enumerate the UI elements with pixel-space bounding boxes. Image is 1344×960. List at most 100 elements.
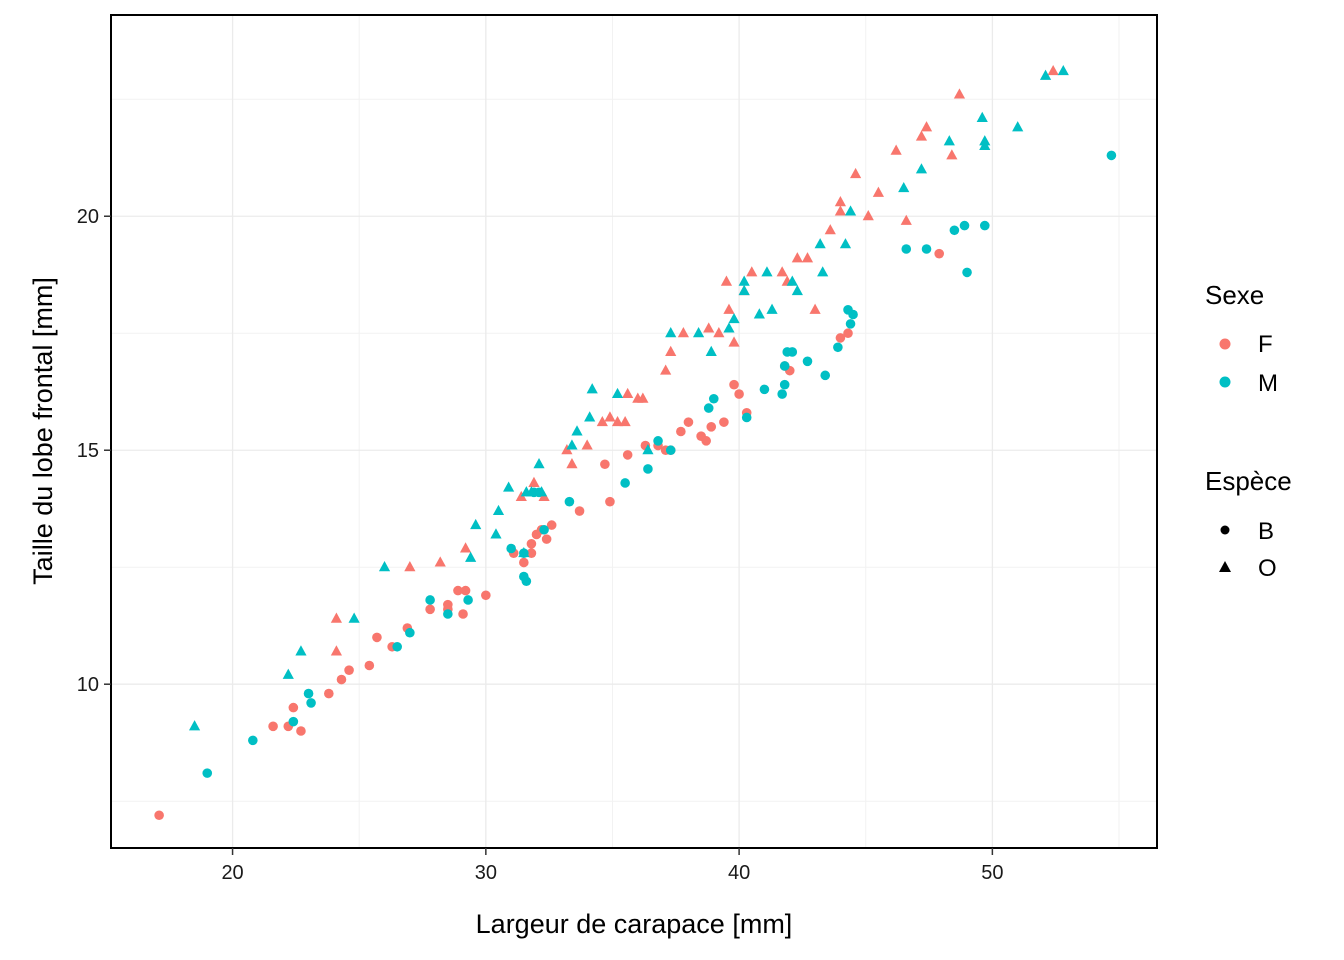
data-point-f-b xyxy=(336,674,347,685)
data-point-m-o xyxy=(642,444,654,455)
data-point-m-b xyxy=(962,267,972,278)
data-point-m-o xyxy=(282,668,294,679)
data-point-m-b xyxy=(1106,150,1117,161)
data-point-m-b xyxy=(820,370,831,381)
data-point-f-o xyxy=(723,303,735,314)
data-point-m-b xyxy=(779,361,790,371)
data-point-f-o xyxy=(850,167,862,179)
data-point-m-b xyxy=(643,464,653,474)
data-point-m-b xyxy=(848,309,858,320)
data-point-m-b xyxy=(833,342,843,353)
data-point-m-o xyxy=(525,486,538,497)
data-point-f-o xyxy=(637,392,649,403)
y-tick-label: 15 xyxy=(77,440,99,462)
data-point-m-o xyxy=(378,561,391,572)
data-point-m-b xyxy=(949,225,960,236)
x-axis-title: Largeur de carapace [mm] xyxy=(476,909,793,939)
data-point-f-o xyxy=(1047,64,1059,76)
data-point-m-b xyxy=(288,716,299,727)
data-point-m-o xyxy=(470,518,482,530)
data-point-f-o xyxy=(862,210,874,221)
data-point-f-o xyxy=(834,195,847,207)
data-point-f-o xyxy=(920,121,933,132)
data-point-f-b xyxy=(288,702,299,713)
data-point-f-b xyxy=(526,539,537,549)
data-point-m-b xyxy=(248,735,258,746)
data-point-m-b xyxy=(392,641,402,652)
data-point-f-o xyxy=(330,612,343,623)
data-point-m-o xyxy=(753,308,765,319)
data-point-f-o xyxy=(900,214,912,225)
data-point-m-o xyxy=(348,612,360,623)
data-point-m-b xyxy=(564,496,575,507)
data-point-m-o xyxy=(465,551,477,562)
data-point-f-b xyxy=(719,417,729,427)
data-points xyxy=(154,64,1117,821)
data-point-m-b xyxy=(959,220,970,231)
data-point-m-o xyxy=(979,139,991,151)
data-point-f-b xyxy=(481,590,491,601)
data-point-f-o xyxy=(581,439,593,450)
data-point-f-o xyxy=(872,186,885,197)
data-point-f-o xyxy=(528,476,540,487)
legend-label-m: M xyxy=(1258,370,1278,397)
data-point-m-o xyxy=(723,322,735,333)
data-point-f-o xyxy=(746,266,758,277)
data-point-f-b xyxy=(605,496,615,507)
data-point-f-b xyxy=(324,688,334,699)
data-point-f-o xyxy=(809,303,821,314)
data-point-f-o xyxy=(604,411,616,422)
legend-label-o: O xyxy=(1258,555,1277,582)
legend-item-b: B xyxy=(1220,518,1274,545)
data-point-f-b xyxy=(835,333,846,343)
legend-key-m xyxy=(1219,376,1231,388)
x-tick-label: 20 xyxy=(221,862,243,884)
data-point-f-b xyxy=(344,665,354,675)
y-axis-title: Taille du lobe frontal [mm] xyxy=(28,277,58,585)
data-point-m-o xyxy=(705,345,717,356)
data-point-m-b xyxy=(802,356,813,367)
legend-label-f: F xyxy=(1258,331,1273,358)
data-point-m-b xyxy=(202,768,213,778)
data-point-m-o xyxy=(1057,64,1069,76)
data-point-f-b xyxy=(296,726,306,736)
data-point-f-b xyxy=(622,450,633,460)
data-point-m-o xyxy=(738,284,750,296)
legend-item-m: M xyxy=(1219,370,1278,397)
data-point-m-o xyxy=(761,266,773,277)
data-point-m-o xyxy=(915,163,928,174)
data-point-f-o xyxy=(330,645,343,656)
data-point-f-o xyxy=(915,130,928,141)
data-point-f-b xyxy=(460,585,471,596)
data-point-m-o xyxy=(692,327,705,338)
x-tick-label: 50 xyxy=(981,862,1003,884)
data-point-m-b xyxy=(777,389,787,399)
data-point-m-b xyxy=(787,347,798,357)
data-point-f-o xyxy=(791,252,803,263)
data-point-m-o xyxy=(1039,69,1052,80)
data-point-f-o xyxy=(611,415,624,427)
data-point-m-o xyxy=(976,111,988,122)
data-point-m-o xyxy=(535,486,548,497)
minor-gridlines xyxy=(111,15,1157,848)
data-point-m-b xyxy=(425,595,435,605)
data-point-f-b xyxy=(526,548,537,558)
data-point-f-o xyxy=(596,415,608,427)
data-point-m-b xyxy=(620,478,630,488)
data-point-m-o xyxy=(611,387,624,399)
data-point-m-o xyxy=(295,645,307,656)
data-point-m-b xyxy=(303,688,314,699)
legend: Sexe F M Espèce B O xyxy=(1205,280,1292,582)
data-point-f-o xyxy=(801,252,814,263)
data-point-f-b xyxy=(701,436,711,446)
data-point-f-o xyxy=(459,542,472,553)
panel-border xyxy=(110,14,1158,849)
data-point-f-o xyxy=(622,387,634,399)
y-tick-label: 10 xyxy=(77,674,99,696)
data-point-f-b xyxy=(425,604,435,615)
data-point-f-b xyxy=(458,609,468,619)
data-point-m-o xyxy=(728,312,740,324)
data-point-m-b xyxy=(741,412,752,423)
data-point-f-b xyxy=(268,721,278,732)
